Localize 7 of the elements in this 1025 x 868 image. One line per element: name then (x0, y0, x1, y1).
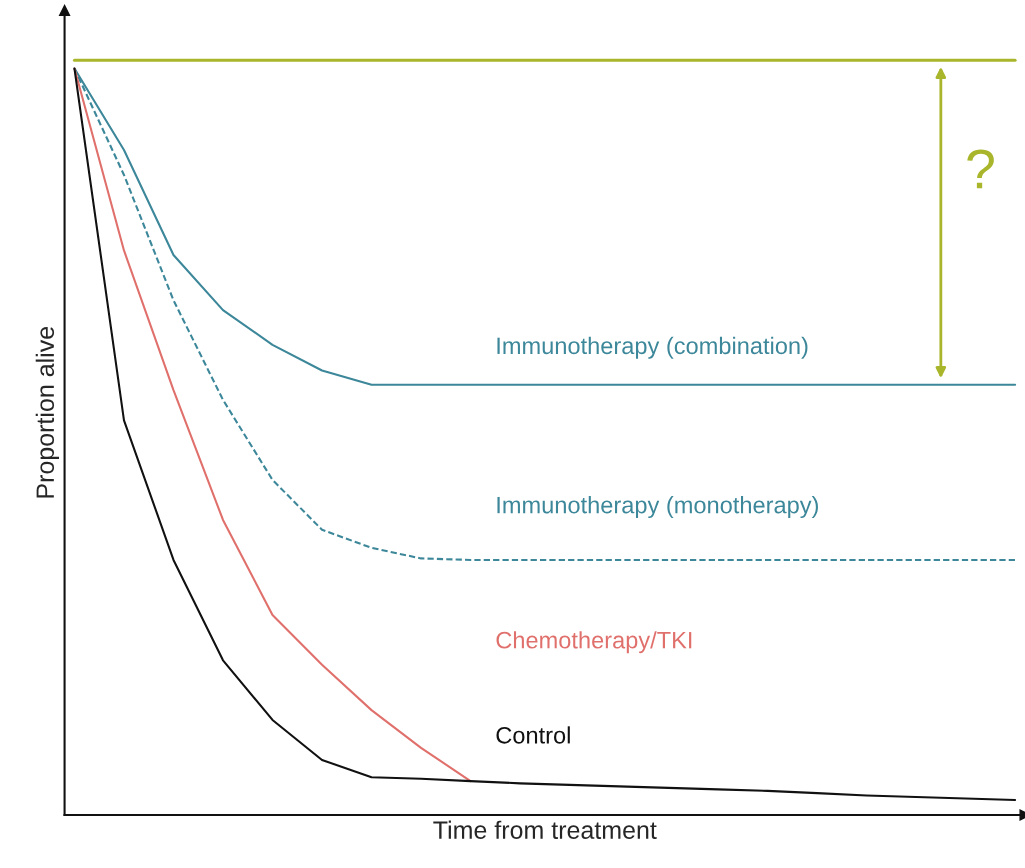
series-label: Immunotherapy (combination) (497, 336, 808, 359)
annotation: ? (967, 149, 994, 189)
series-label: Immunotherapy (monotherapy) (497, 496, 818, 519)
text: Chemotherapy/TKI (496, 631, 692, 654)
y-axis-title: Proportion alive (35, 326, 60, 498)
x-axis-title: Time from treatment (433, 820, 657, 839)
series-label: Control (496, 726, 570, 744)
